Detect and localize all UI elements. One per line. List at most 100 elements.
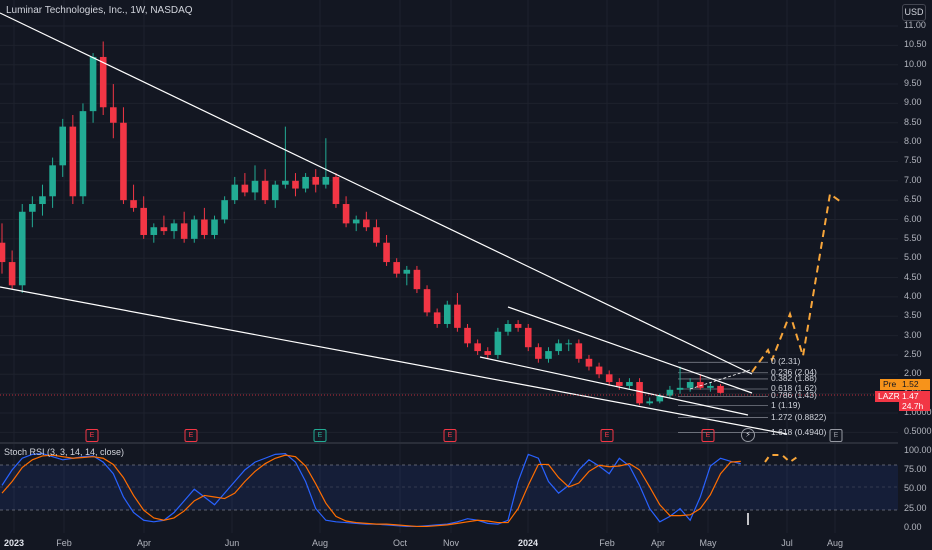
time-tick-label: Oct xyxy=(392,538,408,548)
candle xyxy=(656,395,664,402)
candle xyxy=(535,347,542,359)
candle xyxy=(363,219,370,228)
earnings-icon[interactable]: E xyxy=(313,429,327,442)
candle xyxy=(626,382,633,386)
candle xyxy=(99,56,107,108)
rsi-tick-label: 75.00 xyxy=(904,463,927,474)
time-tick-label: Aug xyxy=(826,538,844,548)
candle xyxy=(292,180,299,189)
pre-market-badge: Pre xyxy=(880,379,900,390)
fib-level-label: 1.272 (0.8822) xyxy=(771,411,827,422)
candlestick-series xyxy=(0,41,724,406)
indicator-title[interactable]: Stoch RSI (3, 3, 14, 14, close) xyxy=(4,447,125,457)
fib-level-label: 0.786 (1.43) xyxy=(771,390,817,401)
candle xyxy=(190,219,198,239)
candle xyxy=(696,382,704,388)
last-price-badge: 1.47 24.7h xyxy=(899,391,930,411)
candle xyxy=(454,304,461,328)
candle xyxy=(393,262,400,274)
stoch-rsi-band xyxy=(0,465,898,510)
candle xyxy=(170,223,178,232)
candle xyxy=(282,180,289,185)
candle xyxy=(69,126,77,197)
price-tick-label: 6.50 xyxy=(904,194,922,205)
upper-trendline xyxy=(0,12,753,375)
candle xyxy=(251,180,259,193)
price-tick-label: 11.00 xyxy=(904,20,926,30)
projection-path xyxy=(751,192,842,373)
candle xyxy=(636,382,643,404)
time-tick-label: Jul xyxy=(781,538,793,548)
candle xyxy=(423,289,431,313)
candle xyxy=(271,184,279,201)
trendlines xyxy=(0,12,788,435)
candle xyxy=(211,219,218,235)
candle xyxy=(150,227,158,235)
candle xyxy=(8,262,16,286)
candle xyxy=(241,184,249,193)
candle xyxy=(585,358,593,367)
candle xyxy=(717,385,724,393)
earnings-icon[interactable]: E xyxy=(443,429,457,442)
time-tick-label: Feb xyxy=(599,538,615,548)
earnings-icon[interactable]: E xyxy=(85,429,99,442)
rsi-tick-label: 50.00 xyxy=(904,483,927,494)
candle xyxy=(322,176,330,185)
candle xyxy=(180,223,188,239)
price-tick-label: 7.50 xyxy=(904,155,922,166)
price-tick-label: 3.50 xyxy=(904,310,922,321)
candle xyxy=(474,343,481,352)
candle xyxy=(130,200,137,208)
candle xyxy=(352,219,360,224)
stoch-projection xyxy=(764,454,801,464)
chart-title: Luminar Technologies, Inc., 1W, NASDAQ xyxy=(6,5,193,16)
earnings-icon[interactable]: E xyxy=(701,429,715,442)
last-price-value: 1.47 xyxy=(902,391,919,401)
candle xyxy=(494,331,502,355)
time-tick-label: Aug xyxy=(311,538,329,548)
candle xyxy=(504,323,512,332)
earnings-icon[interactable]: E xyxy=(600,429,614,442)
lower-trendline xyxy=(0,286,788,435)
rsi-tick-label: 100.00 xyxy=(904,444,932,455)
inner-upper-trendline xyxy=(507,306,753,394)
stoch-d-line xyxy=(1,454,741,528)
price-tick-label: 1.0000 xyxy=(904,407,932,417)
candle xyxy=(484,351,492,355)
candle xyxy=(312,176,320,185)
flash-icon[interactable]: ⚡ xyxy=(741,428,755,442)
candle xyxy=(201,219,208,235)
fib-level-label: 0.618 (1.62) xyxy=(771,383,817,393)
fib-level-label: 1.618 (0.4940) xyxy=(771,426,827,437)
currency-button[interactable]: USD xyxy=(902,4,926,21)
candle xyxy=(686,382,694,388)
candle xyxy=(383,242,390,263)
price-tick-label: 8.00 xyxy=(904,136,922,147)
ticker-badge: LAZR xyxy=(875,391,903,402)
rsi-tick-label: 25.00 xyxy=(904,502,927,513)
fib-level-label: 0.236 (2.04) xyxy=(771,366,817,377)
price-tick-label: 0.5000 xyxy=(904,426,932,437)
candle xyxy=(373,227,380,243)
price-tick-label: 5.00 xyxy=(904,252,922,263)
pre-market-price: 1.52 xyxy=(899,379,930,390)
candle xyxy=(29,204,36,212)
candle xyxy=(545,351,552,359)
candle xyxy=(565,343,573,345)
time-tick-label: 2023 xyxy=(3,538,25,548)
inner-lower-trendline xyxy=(479,356,749,416)
price-tick-label: 10.50 xyxy=(904,39,927,50)
candle xyxy=(666,389,674,396)
price-tick-label: 5.50 xyxy=(904,232,922,243)
candle xyxy=(646,401,653,404)
earnings-icon[interactable]: E xyxy=(184,429,198,442)
candle xyxy=(595,366,603,375)
price-tick-label: 9.00 xyxy=(904,97,922,108)
extra-earnings-marker[interactable]: E xyxy=(829,429,843,442)
rsi-tick-label: 0.00 xyxy=(904,522,922,532)
time-tick-label: Apr xyxy=(136,538,152,548)
price-tick-label: 4.00 xyxy=(904,290,922,301)
candle xyxy=(59,126,67,166)
candle xyxy=(514,323,522,328)
